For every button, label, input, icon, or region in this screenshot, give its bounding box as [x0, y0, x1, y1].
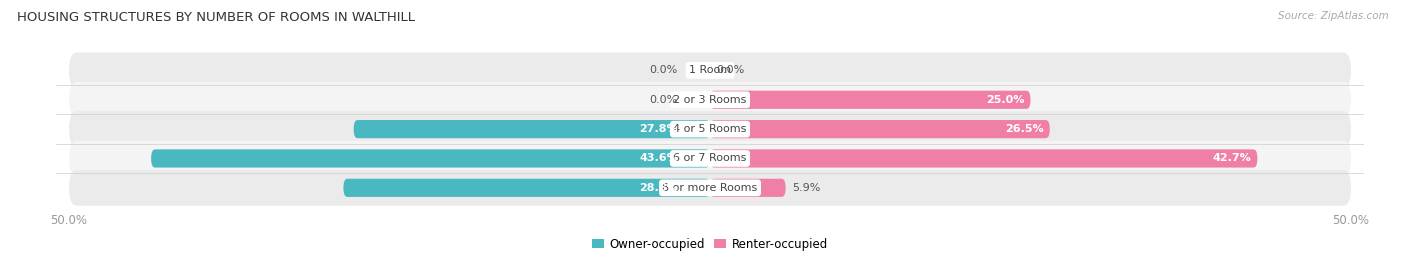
- FancyBboxPatch shape: [354, 120, 710, 138]
- Text: 0.0%: 0.0%: [717, 65, 745, 75]
- FancyBboxPatch shape: [69, 111, 1351, 147]
- FancyBboxPatch shape: [710, 179, 786, 197]
- Text: 43.6%: 43.6%: [640, 154, 678, 164]
- FancyBboxPatch shape: [69, 52, 1351, 88]
- FancyBboxPatch shape: [69, 82, 1351, 118]
- Text: Source: ZipAtlas.com: Source: ZipAtlas.com: [1278, 11, 1389, 21]
- Text: 42.7%: 42.7%: [1212, 154, 1251, 164]
- Text: 28.6%: 28.6%: [640, 183, 678, 193]
- Text: 2 or 3 Rooms: 2 or 3 Rooms: [673, 95, 747, 105]
- Text: 4 or 5 Rooms: 4 or 5 Rooms: [673, 124, 747, 134]
- FancyBboxPatch shape: [69, 141, 1351, 176]
- Text: 25.0%: 25.0%: [986, 95, 1024, 105]
- Text: 8 or more Rooms: 8 or more Rooms: [662, 183, 758, 193]
- Text: 6 or 7 Rooms: 6 or 7 Rooms: [673, 154, 747, 164]
- Text: 0.0%: 0.0%: [650, 65, 678, 75]
- FancyBboxPatch shape: [710, 120, 1050, 138]
- FancyBboxPatch shape: [150, 149, 710, 168]
- FancyBboxPatch shape: [710, 149, 1257, 168]
- FancyBboxPatch shape: [710, 91, 1031, 109]
- FancyBboxPatch shape: [343, 179, 710, 197]
- FancyBboxPatch shape: [69, 170, 1351, 206]
- Legend: Owner-occupied, Renter-occupied: Owner-occupied, Renter-occupied: [586, 233, 834, 256]
- Text: 27.8%: 27.8%: [640, 124, 678, 134]
- Text: HOUSING STRUCTURES BY NUMBER OF ROOMS IN WALTHILL: HOUSING STRUCTURES BY NUMBER OF ROOMS IN…: [17, 11, 415, 24]
- Text: 5.9%: 5.9%: [792, 183, 821, 193]
- Text: 1 Room: 1 Room: [689, 65, 731, 75]
- Text: 26.5%: 26.5%: [1005, 124, 1043, 134]
- Text: 0.0%: 0.0%: [650, 95, 678, 105]
